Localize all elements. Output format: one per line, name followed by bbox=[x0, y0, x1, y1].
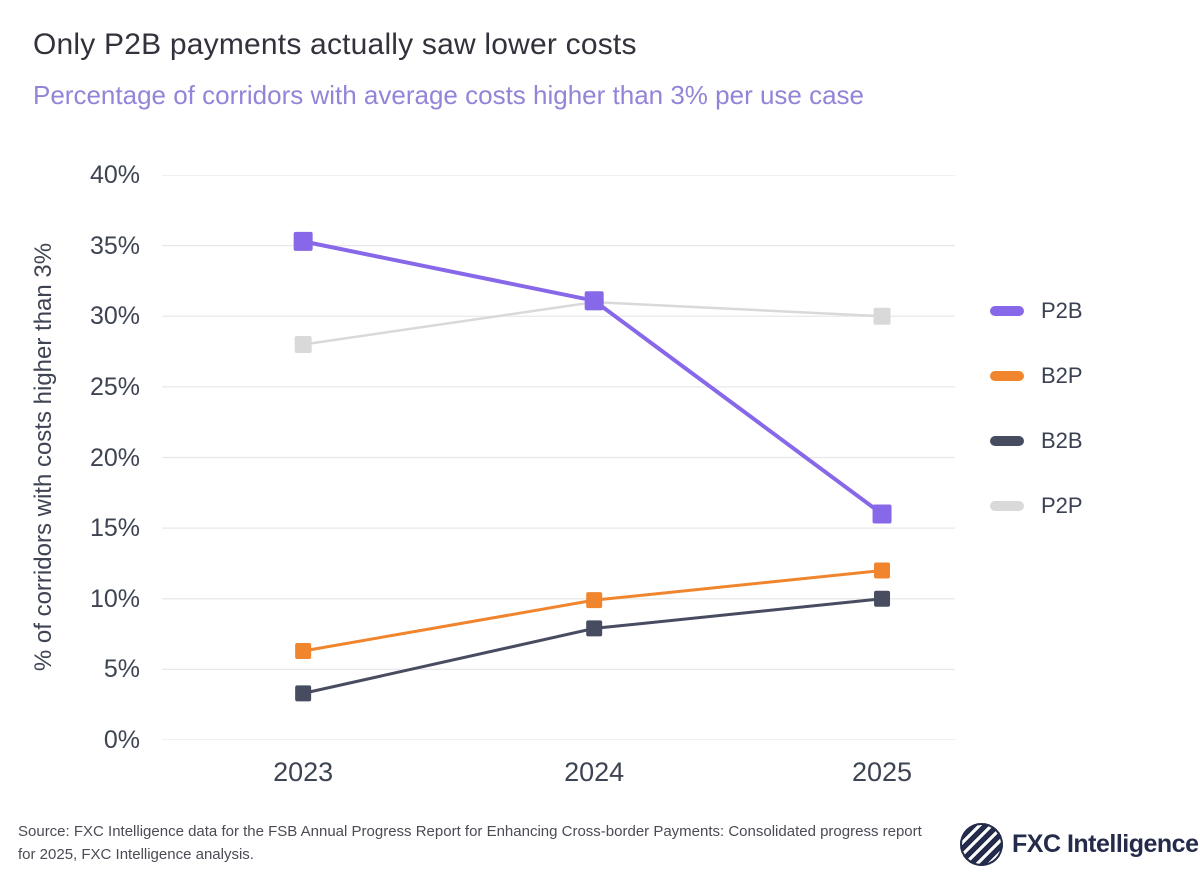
y-tick-label: 35% bbox=[89, 231, 140, 260]
data-point-b2p bbox=[295, 643, 312, 660]
x-tick-label: 2023 bbox=[273, 757, 334, 787]
data-point-b2b bbox=[874, 590, 891, 607]
y-tick-label: 5% bbox=[103, 655, 140, 684]
legend-label: P2P bbox=[1041, 493, 1083, 518]
y-tick-label: 0% bbox=[103, 726, 140, 754]
legend-swatch-b2p bbox=[990, 371, 1024, 381]
legend-swatch-b2b bbox=[990, 436, 1024, 446]
legend-swatch-p2b bbox=[990, 306, 1024, 316]
fxc-logo-text: FXC Intelligence bbox=[1012, 830, 1199, 858]
data-point-b2b bbox=[295, 685, 312, 702]
legend-label: B2P bbox=[1041, 363, 1083, 388]
data-point-p2b bbox=[293, 231, 313, 251]
x-tick-label: 2025 bbox=[851, 757, 913, 787]
series-line-p2b bbox=[302, 239, 884, 516]
legend-item-b2p: B2P bbox=[990, 361, 1083, 391]
data-point-b2p bbox=[586, 592, 603, 609]
y-tick-label: 15% bbox=[89, 514, 140, 543]
data-point-p2p bbox=[294, 336, 312, 353]
data-point-p2p bbox=[873, 307, 891, 325]
y-tick-label: 10% bbox=[89, 584, 140, 613]
source-note: Source: FXC Intelligence data for the FS… bbox=[18, 823, 922, 863]
series-line-b2p bbox=[302, 569, 883, 653]
chart-title: Only P2B payments actually saw lower cos… bbox=[33, 28, 637, 61]
legend-item-p2b: P2B bbox=[990, 296, 1083, 326]
y-tick-label: 25% bbox=[89, 372, 140, 401]
chart-subtitle: Percentage of corridors with average cos… bbox=[33, 80, 865, 110]
line-chart-plot bbox=[162, 175, 955, 740]
y-axis-title: % of corridors with costs higher than 3% bbox=[30, 242, 57, 672]
data-point-p2b bbox=[872, 504, 892, 524]
legend-swatch-p2p bbox=[990, 501, 1024, 511]
fxc-globe-icon bbox=[960, 823, 1003, 866]
y-tick-label: 40% bbox=[89, 161, 140, 189]
series-line-b2b bbox=[302, 597, 883, 695]
legend-label: P2B bbox=[1041, 298, 1083, 323]
data-point-b2b bbox=[586, 620, 603, 637]
fxc-intelligence-logo: FXC Intelligence bbox=[960, 823, 1199, 866]
y-tick-label: 20% bbox=[89, 443, 140, 472]
data-point-p2b bbox=[584, 291, 604, 311]
legend-item-b2b: B2B bbox=[990, 426, 1083, 456]
legend: P2B B2P B2B P2P bbox=[990, 296, 1083, 556]
legend-item-p2p: P2P bbox=[990, 491, 1083, 521]
x-tick-label: 2024 bbox=[564, 757, 625, 787]
data-point-b2p bbox=[874, 562, 891, 579]
legend-label: B2B bbox=[1041, 428, 1083, 453]
y-tick-label: 30% bbox=[89, 302, 140, 331]
